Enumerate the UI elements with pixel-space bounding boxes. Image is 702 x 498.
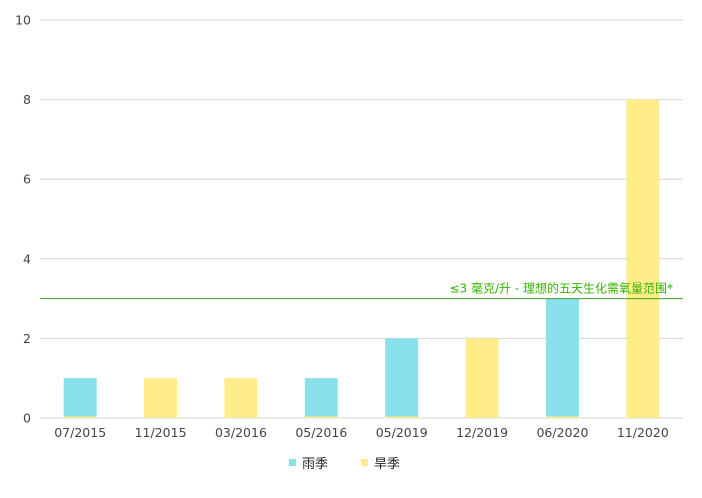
y-tick-label: 0 xyxy=(23,411,31,426)
bar-dry xyxy=(63,416,97,418)
x-tick-label: 05/2019 xyxy=(376,425,428,440)
y-tick-label: 10 xyxy=(15,13,31,28)
legend-swatch-dry xyxy=(361,459,368,466)
bar-dry xyxy=(224,378,258,418)
bar-dry xyxy=(304,416,338,418)
x-tick-label: 07/2015 xyxy=(54,425,106,440)
bar-rainy xyxy=(385,338,419,418)
bar-dry xyxy=(465,338,499,418)
bar-dry xyxy=(144,378,178,418)
y-tick-label: 2 xyxy=(23,331,31,346)
bar-dry xyxy=(545,416,579,418)
x-tick-label: 03/2016 xyxy=(215,425,267,440)
bar-rainy xyxy=(63,378,97,418)
y-tick-label: 8 xyxy=(23,92,31,107)
bar-rainy xyxy=(304,378,338,418)
bar-rainy xyxy=(545,298,579,418)
x-tick-label: 12/2019 xyxy=(456,425,508,440)
y-tick-label: 6 xyxy=(23,172,31,187)
legend-label-rainy: 雨季 xyxy=(302,457,328,472)
y-tick-label: 4 xyxy=(23,251,31,266)
reference-line-label: ≤3 毫克/升 - 理想的五天生化需氧量范围* xyxy=(449,281,673,296)
x-tick-label: 11/2020 xyxy=(617,425,669,440)
x-tick-label: 06/2020 xyxy=(536,425,588,440)
legend-swatch-rainy xyxy=(289,459,296,466)
bar-dry xyxy=(385,416,419,418)
bar-dry xyxy=(626,99,660,418)
legend-label-dry: 旱季 xyxy=(374,457,400,472)
x-tick-label: 11/2015 xyxy=(135,425,187,440)
x-tick-label: 05/2016 xyxy=(295,425,347,440)
